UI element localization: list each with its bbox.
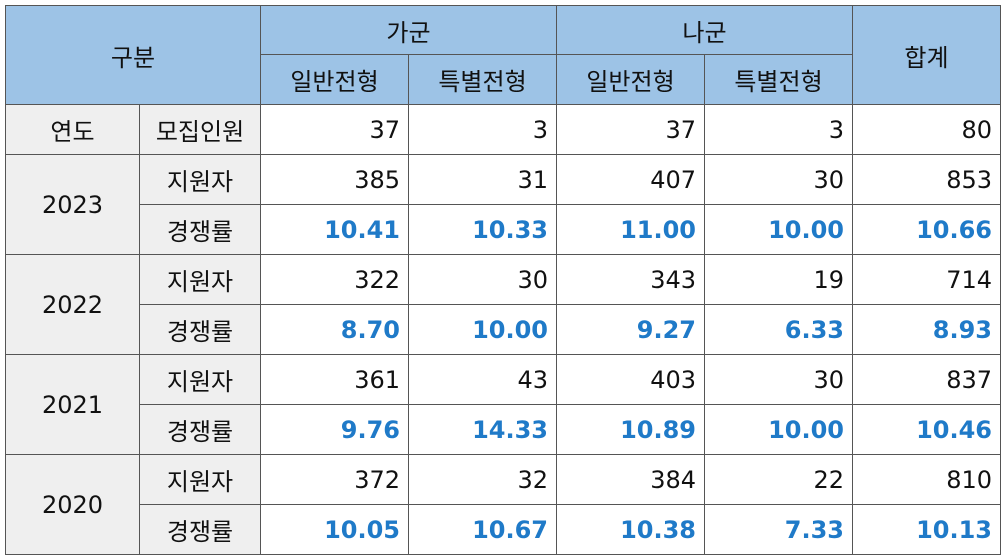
ratio-ga-general: 10.05: [260, 504, 409, 555]
header-ga-general: 일반전형: [260, 54, 409, 105]
applicant-label: 지원자: [139, 154, 261, 205]
recruit-na-special: 3: [704, 104, 853, 155]
ratio-na-general: 9.27: [556, 304, 705, 355]
recruit-label: 모집인원: [139, 104, 261, 155]
header-group-na: 나군: [556, 5, 853, 55]
applicants-ga-special: 32: [408, 454, 557, 505]
ratio-total: 10.46: [852, 404, 1001, 455]
ratio-label: 경쟁률: [139, 404, 261, 455]
recruit-na-general: 37: [556, 104, 705, 155]
header-na-special: 특별전형: [704, 54, 853, 105]
ratio-na-general: 10.89: [556, 404, 705, 455]
header-na-general: 일반전형: [556, 54, 705, 105]
applicant-label: 지원자: [139, 454, 261, 505]
applicants-na-special: 19: [704, 254, 853, 305]
year-cell: 2020: [5, 454, 140, 555]
applicants-ga-general: 361: [260, 354, 409, 405]
ratio-label: 경쟁률: [139, 204, 261, 255]
year-cell: 2023: [5, 154, 140, 255]
applicants-na-general: 343: [556, 254, 705, 305]
year-label: 연도: [5, 104, 140, 155]
applicants-na-general: 384: [556, 454, 705, 505]
applicants-ga-special: 30: [408, 254, 557, 305]
applicants-total: 837: [852, 354, 1001, 405]
applicants-ga-special: 43: [408, 354, 557, 405]
ratio-ga-general: 9.76: [260, 404, 409, 455]
applicants-ga-general: 372: [260, 454, 409, 505]
recruit-ga-special: 3: [408, 104, 557, 155]
admission-table: 구분 가군 나군 합계 일반전형 특별전형 일반전형 특별전형 연도 모집인원 …: [5, 5, 1001, 555]
year-cell: 2021: [5, 354, 140, 455]
ratio-total: 8.93: [852, 304, 1001, 355]
ratio-na-special: 10.00: [704, 404, 853, 455]
ratio-ga-special: 10.67: [408, 504, 557, 555]
ratio-ga-general: 10.41: [260, 204, 409, 255]
applicants-na-special: 30: [704, 154, 853, 205]
ratio-ga-general: 8.70: [260, 304, 409, 355]
ratio-total: 10.13: [852, 504, 1001, 555]
applicant-label: 지원자: [139, 254, 261, 305]
applicants-total: 810: [852, 454, 1001, 505]
header-group-ga: 가군: [260, 5, 557, 55]
ratio-total: 10.66: [852, 204, 1001, 255]
ratio-label: 경쟁률: [139, 504, 261, 555]
ratio-ga-special: 10.00: [408, 304, 557, 355]
ratio-ga-special: 14.33: [408, 404, 557, 455]
applicants-na-general: 403: [556, 354, 705, 405]
ratio-label: 경쟁률: [139, 304, 261, 355]
ratio-na-special: 10.00: [704, 204, 853, 255]
recruit-total: 80: [852, 104, 1001, 155]
applicants-na-general: 407: [556, 154, 705, 205]
ratio-na-general: 10.38: [556, 504, 705, 555]
header-category: 구분: [5, 5, 261, 105]
applicants-ga-general: 322: [260, 254, 409, 305]
applicants-ga-special: 31: [408, 154, 557, 205]
recruit-ga-general: 37: [260, 104, 409, 155]
ratio-ga-special: 10.33: [408, 204, 557, 255]
year-cell: 2022: [5, 254, 140, 355]
ratio-na-general: 11.00: [556, 204, 705, 255]
ratio-na-special: 6.33: [704, 304, 853, 355]
header-ga-special: 특별전형: [408, 54, 557, 105]
applicants-total: 853: [852, 154, 1001, 205]
applicant-label: 지원자: [139, 354, 261, 405]
header-total: 합계: [852, 5, 1001, 105]
applicants-total: 714: [852, 254, 1001, 305]
applicants-na-special: 30: [704, 354, 853, 405]
applicants-ga-general: 385: [260, 154, 409, 205]
applicants-na-special: 22: [704, 454, 853, 505]
ratio-na-special: 7.33: [704, 504, 853, 555]
